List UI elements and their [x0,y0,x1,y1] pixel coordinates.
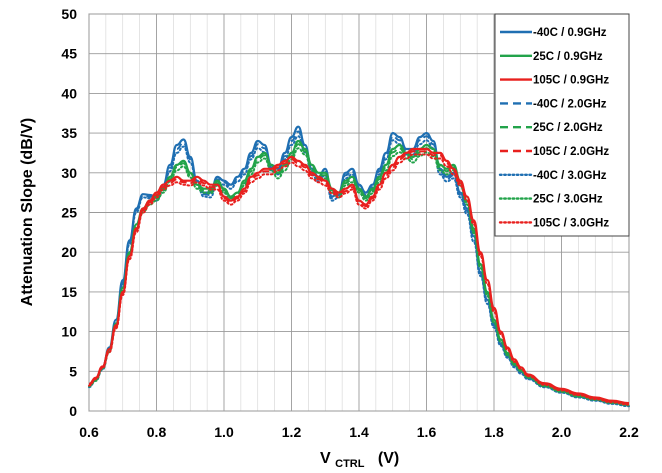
y-tick-labels: 0 5 10 15 20 25 30 35 40 45 50 [61,6,77,419]
legend: -40C / 0.9GHz 25C / 0.9GHz 105C / 0.9GHz -4… [494,13,630,237]
x-axis-title-subscript: CTRL [335,458,365,470]
y-tick-label: 20 [61,244,77,260]
x-axis-title: V CTRL (V) [320,450,399,471]
y-tick-label: 30 [61,165,77,181]
x-tick-label: 1.2 [282,424,302,440]
y-tick-label: 35 [61,125,77,141]
x-axis-title-main: V [320,450,331,467]
series-layer [88,125,630,408]
x-axis-title-unit: (V) [378,450,399,467]
x-tick-label: 1.0 [214,424,234,440]
x-tick-label: 2.0 [552,424,572,440]
y-tick-label: 25 [61,205,77,221]
legend-label: 25C / 2.0GHz [533,122,603,134]
legend-label: -40C / 3.0GHz [533,170,607,182]
x-tick-label: 1.8 [484,424,504,440]
legend-label: 25C / 3.0GHz [533,194,603,206]
y-tick-label: 0 [69,403,77,419]
x-tick-label: 2.2 [619,424,639,440]
y-tick-label: 50 [61,6,77,22]
x-tick-label: 1.4 [349,424,369,440]
x-tick-labels: 0.6 0.8 1.0 1.2 1.4 1.6 1.8 2.0 2.2 [79,424,639,440]
series-line-105C-dashed [88,150,630,405]
legend-label: 105C / 0.9GHz [533,75,609,87]
y-tick-label: 15 [61,284,77,300]
legend-label: -40C / 0.9GHz [533,27,607,39]
x-tick-label: 0.6 [79,424,99,440]
x-tick-label: 1.6 [417,424,437,440]
series-line-105C-dotted [88,153,630,406]
legend-label: -40C / 2.0GHz [533,98,607,110]
y-tick-label: 40 [61,85,77,101]
y-axis-title: Attenuation Slope (dB/V) [19,118,36,306]
grid-lines [88,13,630,412]
legend-label: 25C / 0.9GHz [533,51,603,63]
y-tick-label: 10 [61,324,77,340]
y-tick-label: 45 [61,46,77,62]
y-tick-label: 5 [69,363,77,379]
x-tick-label: 0.8 [147,424,167,440]
legend-label: 105C / 3.0GHz [533,217,609,229]
legend-label: 105C / 2.0GHz [533,146,609,158]
